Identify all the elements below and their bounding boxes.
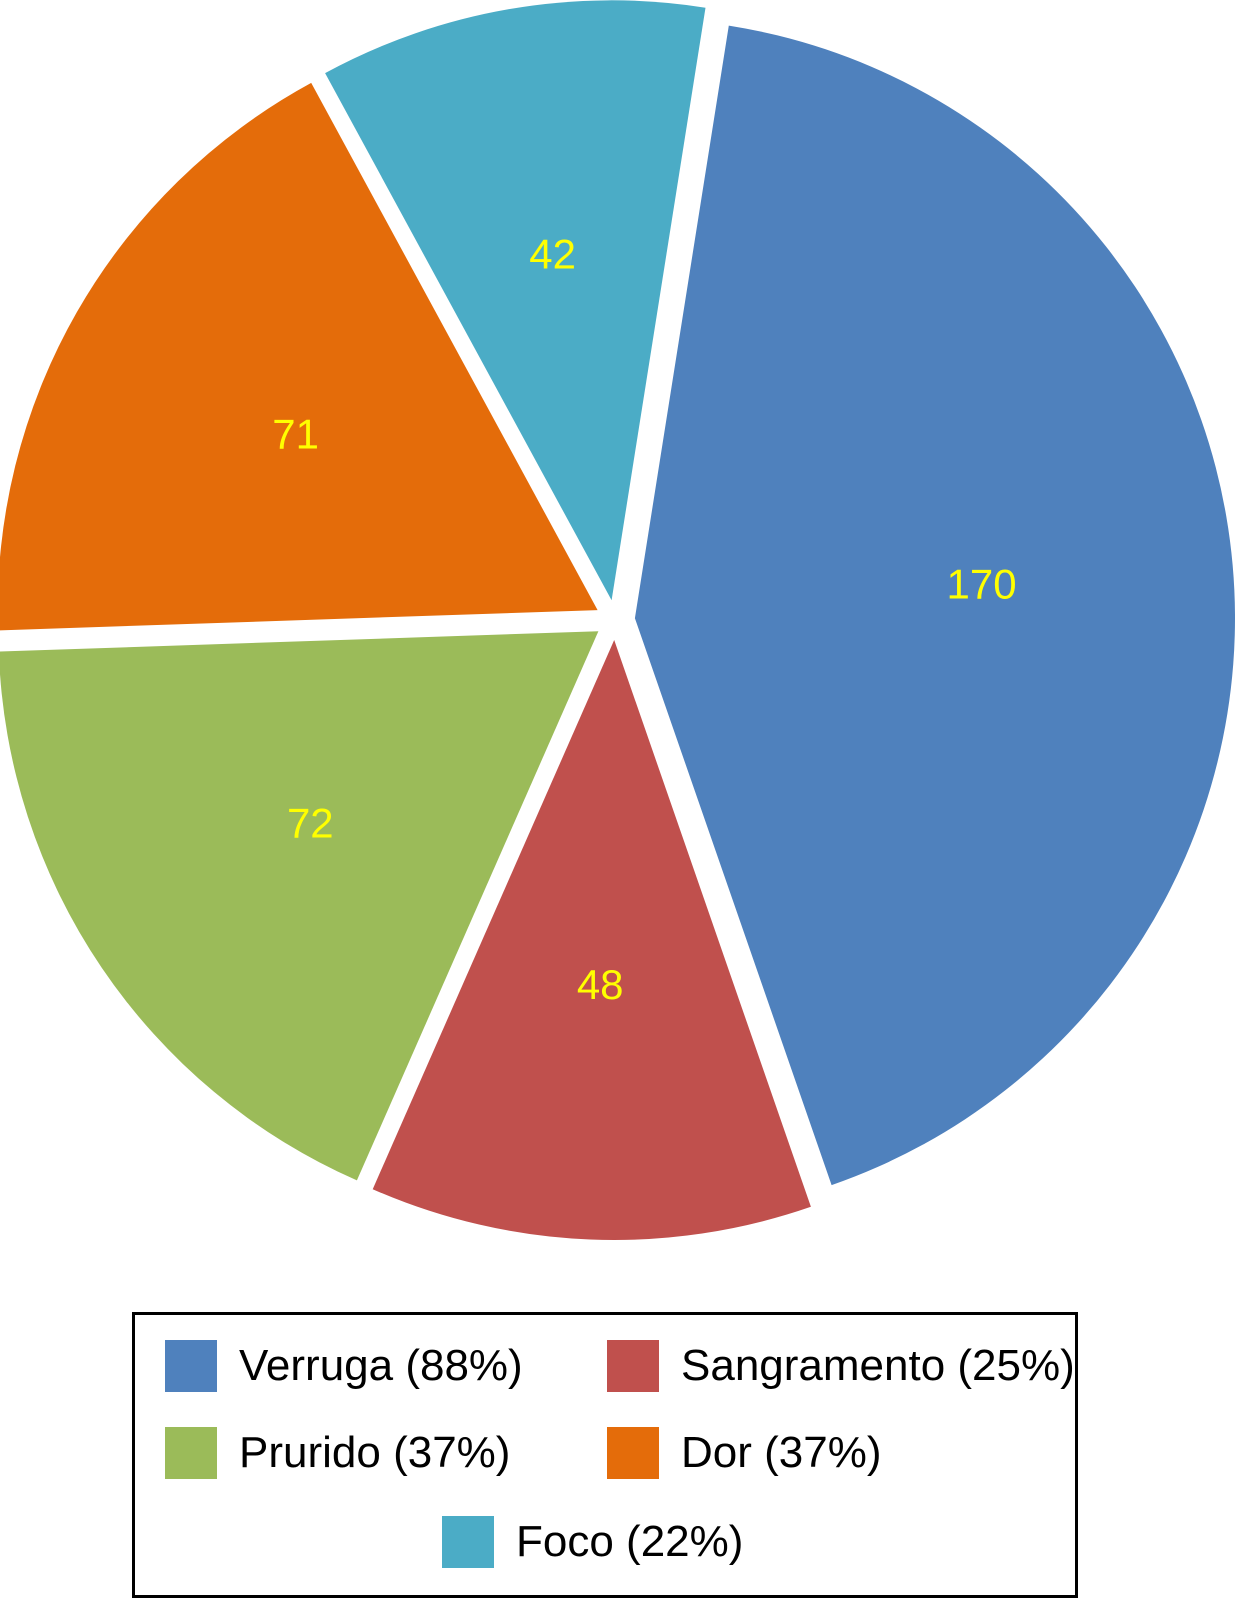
legend-item-verruga: Verruga (88%) — [165, 1339, 523, 1393]
pie-slice-prurido — [0, 631, 599, 1181]
chart-legend: Verruga (88%) Sangramento (25%) Prurido … — [132, 1312, 1078, 1598]
pie-chart: 170 48 72 71 42 — [0, 0, 1236, 1240]
legend-swatch-foco — [442, 1516, 494, 1568]
pie-slice-sangramento — [372, 640, 811, 1240]
pie-slice-dor — [0, 82, 598, 631]
pie-slice-dor-group: 71 — [0, 82, 598, 631]
pie-slice-foco — [325, 0, 706, 601]
legend-label-dor: Dor (37%) — [681, 1428, 882, 1477]
legend-swatch-sangramento — [607, 1340, 659, 1392]
pie-data-label-prurido: 72 — [287, 799, 334, 846]
legend-item-sangramento: Sangramento (25%) — [607, 1339, 1075, 1393]
legend-swatch-verruga — [165, 1340, 217, 1392]
legend-item-dor: Dor (37%) — [607, 1426, 882, 1480]
pie-slice-verruga-group: 170 — [634, 25, 1236, 1186]
pie-data-label-dor: 71 — [272, 410, 319, 457]
pie-slice-foco-group: 42 — [325, 0, 706, 601]
legend-item-foco: Foco (22%) — [442, 1515, 743, 1569]
pie-slice-prurido-group: 72 — [0, 631, 599, 1181]
legend-swatch-prurido — [165, 1427, 217, 1479]
pie-data-label-foco: 42 — [529, 230, 576, 277]
pie-slice-verruga — [634, 25, 1236, 1186]
legend-label-prurido: Prurido (37%) — [239, 1428, 511, 1477]
pie-slice-sangramento-group: 48 — [372, 640, 811, 1240]
legend-item-prurido: Prurido (37%) — [165, 1426, 510, 1480]
pie-data-label-sangramento: 48 — [577, 961, 624, 1008]
legend-swatch-dor — [607, 1427, 659, 1479]
legend-label-verruga: Verruga (88%) — [239, 1341, 523, 1390]
pie-data-label-verruga: 170 — [947, 561, 1017, 608]
legend-label-sangramento: Sangramento (25%) — [681, 1341, 1075, 1390]
legend-label-foco: Foco (22%) — [516, 1517, 744, 1566]
